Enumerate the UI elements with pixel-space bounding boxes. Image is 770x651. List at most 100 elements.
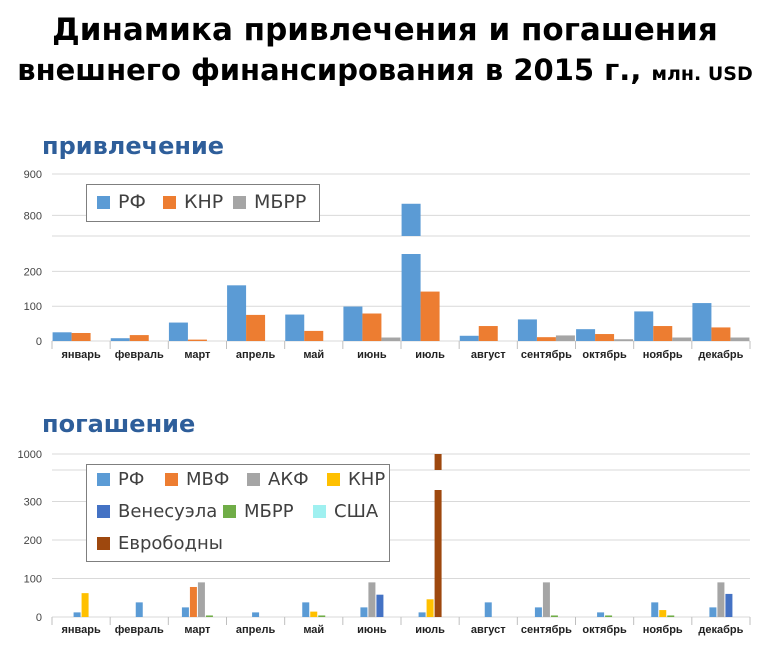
bar-borrowing-7-0 [459, 335, 479, 341]
x-category-label: март [184, 624, 211, 636]
x-category-label: январь [61, 349, 101, 361]
x-category-label: декабрь [698, 624, 743, 636]
legend-swatch [97, 195, 110, 209]
chart-title-line-2: внешнего финансирования в 2015 г., млн. … [0, 50, 770, 94]
y-tick-label: 200 [24, 266, 42, 278]
bar-borrowing-5-0 [343, 306, 363, 341]
x-category-label: апрель [236, 624, 276, 636]
bar-borrowing-8-0 [517, 319, 537, 341]
bar-borrowing-4-1 [304, 330, 324, 341]
bar-borrowing-10-1 [653, 326, 673, 341]
x-category-label: май [303, 349, 324, 361]
y-tick-label: 100 [24, 301, 42, 313]
legend-item: АКФ [247, 469, 309, 490]
bar-borrowing-7-1 [478, 326, 498, 341]
legend-label: КНР [184, 191, 224, 213]
legend-swatch [233, 195, 246, 209]
y-tick-label: 800 [24, 210, 42, 222]
legend-swatch [313, 505, 326, 518]
legend-label: МБРР [244, 501, 294, 522]
legend-item: Еврободны [97, 533, 223, 554]
bar-borrowing-9-1 [595, 334, 615, 341]
legend-swatch [97, 505, 110, 518]
y-tick-label: 0 [36, 612, 42, 624]
bar-repayment-3-0 [252, 612, 260, 617]
bar-repayment-8-0 [534, 607, 542, 617]
bar-borrowing-11-0 [692, 303, 712, 341]
legend-swatch [223, 505, 236, 518]
x-category-label: июнь [357, 624, 387, 636]
x-category-label: октябрь [582, 624, 627, 636]
legend-swatch [163, 195, 176, 209]
bar-borrowing-11-2 [730, 337, 750, 341]
x-category-label: февраль [115, 624, 164, 636]
bar-repayment-5-2 [368, 582, 376, 617]
y-tick-label: 200 [24, 535, 42, 547]
bar-borrowing-8-1 [536, 337, 556, 341]
bar-borrowing-6-0-lower [401, 254, 421, 341]
bar-repayment-0-3 [81, 593, 89, 617]
legend-label: КНР [348, 469, 386, 490]
legend-item: МВФ [165, 469, 229, 490]
legend-swatch [97, 473, 110, 486]
bar-borrowing-10-0 [634, 311, 654, 341]
legend-label: МВФ [186, 469, 230, 490]
y-tick-label: 0 [36, 336, 42, 348]
bar-borrowing-11-1 [711, 327, 731, 341]
borrowing-chart: 0 100 200 800 900 январь февраль март апрель май и… [24, 169, 751, 361]
bar-repayment-2-1 [189, 586, 197, 617]
bar-borrowing-1-1 [129, 335, 149, 341]
x-category-label: сентябрь [521, 624, 572, 636]
x-category-label: январь [61, 624, 101, 636]
bar-borrowing-10-2 [672, 337, 692, 341]
bar-borrowing-1-0 [110, 338, 130, 341]
bar-borrowing-3-1 [246, 314, 266, 341]
y-tick-label: 1000 [18, 449, 42, 461]
legend-item: МБРР [223, 501, 294, 522]
bar-repayment-4-5 [318, 615, 326, 617]
legend-label: Венесуэла [118, 501, 218, 522]
section-title-repayment: погашение [42, 410, 196, 438]
bar-borrowing-5-1 [362, 313, 382, 341]
legend-item: Венесуэла [97, 501, 217, 522]
bar-borrowing-9-0 [576, 329, 596, 341]
bar-borrowing-2-1 [187, 339, 207, 341]
legend-swatch [247, 473, 260, 486]
bar-repayment-0-0 [73, 612, 81, 617]
bar-repayment-9-0 [597, 612, 605, 617]
legend-item: РФ [97, 191, 146, 213]
x-category-label: ноябрь [643, 624, 683, 636]
bar-repayment-8-5 [550, 615, 558, 617]
legend-item: КНР [163, 191, 223, 213]
bar-borrowing-2-0 [168, 322, 188, 341]
bar-borrowing-0-1 [71, 332, 91, 341]
bar-repayment-2-0 [181, 607, 189, 617]
bar-repayment-8-2 [542, 582, 550, 617]
bar-repayment-6-3 [426, 599, 434, 617]
legend-label: АКФ [268, 469, 309, 490]
chart-title-line-1: Динамика привлечения и погашения [52, 12, 718, 48]
bar-repayment-5-4 [376, 594, 384, 617]
x-category-label: апрель [236, 349, 276, 361]
bar-repayment-2-2 [197, 582, 205, 617]
legend-label: США [334, 501, 379, 522]
bar-repayment-11-0 [709, 607, 717, 617]
bar-repayment-11-2 [717, 582, 725, 617]
x-category-label: сентябрь [521, 349, 572, 361]
bar-borrowing-6-0-upper [401, 203, 421, 236]
bar-repayment-4-0 [302, 602, 310, 617]
bar-borrowing-4-0 [285, 314, 305, 341]
bar-repayment-2-5 [205, 615, 213, 617]
bar-repayment-5-0 [360, 607, 368, 617]
legend-item: США [313, 501, 378, 522]
x-category-label: июль [415, 624, 445, 636]
x-category-label: март [184, 349, 211, 361]
x-category-label: февраль [115, 349, 164, 361]
bar-borrowing-8-2 [555, 335, 575, 341]
chart-title: Динамика привлечения и погашения внешнег… [0, 10, 770, 94]
x-category-label: июль [415, 349, 445, 361]
legend-item: КНР [327, 469, 385, 490]
chart-title-unit: млн. USD [651, 63, 753, 85]
legend-item: МБРР [233, 191, 306, 213]
